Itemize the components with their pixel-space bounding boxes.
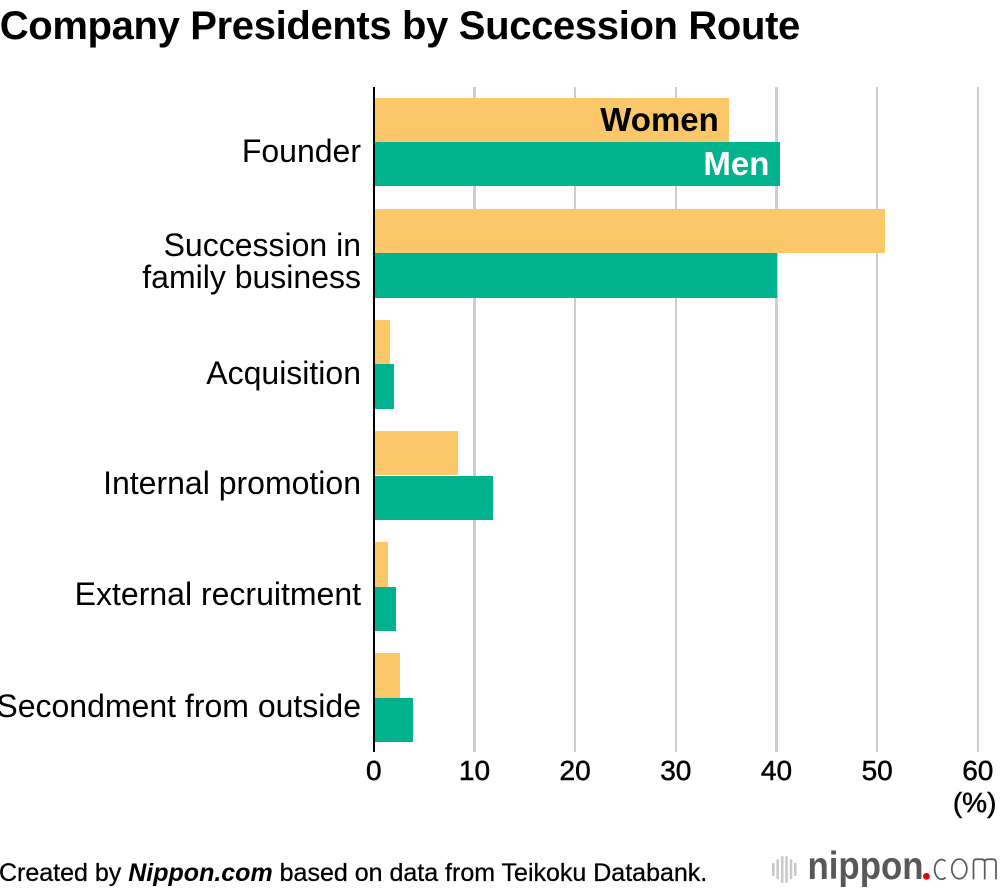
- svg-text:nippon: nippon: [808, 845, 924, 888]
